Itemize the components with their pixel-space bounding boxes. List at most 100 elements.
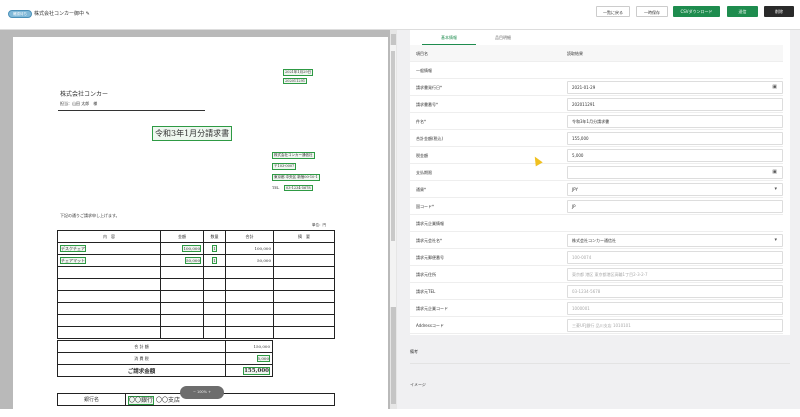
doc-to-person: 担当：山田 太郎 様: [60, 101, 98, 106]
zoom-control[interactable]: − 100% +: [180, 386, 224, 399]
doc-from-address[interactable]: 東京都 中央区 新宿00-10-1: [272, 174, 320, 181]
field-row: 国コード* JP: [410, 198, 783, 215]
tab-line-items[interactable]: 品目明細: [495, 35, 511, 40]
col-item: 項目名: [416, 51, 428, 56]
field-label: 件名*: [416, 119, 426, 124]
tax-value[interactable]: 5,000: [256, 355, 270, 362]
field-input[interactable]: JP: [567, 200, 783, 213]
form-card: 基本情報 品目明細 項目名 読取結果 一般情報 請求書発行日* 2021-01-29…: [410, 30, 790, 335]
section-title: 一般情報: [416, 68, 432, 73]
field-row: 支払期限 ▣: [410, 164, 783, 181]
field-label: 請求書番号*: [416, 102, 438, 107]
field-input[interactable]: 三菱UFJ銀行 品川支店 1010101: [567, 319, 783, 332]
field-value: 1000001: [572, 306, 590, 311]
item-name[interactable]: チェアマット: [60, 256, 86, 264]
field-row: 請求元郵便番号 100-0074: [410, 249, 783, 266]
item-qty[interactable]: 1: [212, 245, 217, 252]
field-label: Addressコード: [416, 323, 444, 328]
field-row: 請求元会社名* 株式会社コンカー通信社 ▾: [410, 232, 783, 249]
grand-total-value[interactable]: 155,000: [243, 366, 270, 375]
table-row: チェアマット 50,000 1 50,000: [57, 254, 335, 267]
field-row: 請求書番号* 202011291: [410, 96, 783, 113]
field-row: 請求元企業コード 1000001: [410, 300, 783, 317]
field-value: JP: [572, 204, 576, 209]
dropdown-icon[interactable]: ▾: [774, 186, 777, 192]
delete-button[interactable]: 削除: [764, 6, 794, 17]
dropdown-icon[interactable]: ▾: [774, 237, 777, 243]
title-text: 株式会社コンカー御中: [34, 11, 85, 17]
field-label: 支払期限: [416, 170, 432, 175]
field-value: 株式会社コンカー通信社: [572, 238, 616, 243]
bank-label: 銀行名: [57, 393, 126, 406]
table-row: デスクチェア 100,000 1 100,000: [57, 242, 335, 255]
doc-number[interactable]: 202011291: [283, 78, 308, 84]
csv-download-button[interactable]: CSVダウンロード: [673, 6, 720, 17]
doc-tel-label: TEL: [272, 186, 280, 190]
item-name[interactable]: デスクチェア: [60, 244, 86, 252]
calendar-icon[interactable]: ▣: [772, 84, 777, 90]
field-input[interactable]: JPY ▾: [567, 183, 783, 196]
item-price[interactable]: 100,000: [182, 245, 201, 252]
field-value: 100-0074: [572, 255, 592, 260]
field-value: 2021-01-29: [572, 85, 596, 90]
doc-intro: 下記の通りご請求申し上げます。: [60, 213, 120, 218]
back-to-list-button[interactable]: 一覧に戻る: [596, 6, 630, 17]
section-general: 一般情報: [410, 62, 783, 79]
field-input[interactable]: 03-1234-5678: [567, 285, 783, 298]
col-header: 金額: [160, 230, 204, 243]
doc-from-zip[interactable]: 〒103-0007: [272, 163, 297, 170]
doc-tel[interactable]: 03-1234-5678: [284, 185, 313, 191]
field-value: 三菱UFJ銀行 品川支店 1010101: [572, 323, 631, 328]
panel-scrollbar[interactable]: [390, 45, 396, 307]
field-row: 請求書発行日* 2021-01-29 ▣: [410, 79, 783, 96]
item-price[interactable]: 50,000: [185, 257, 201, 264]
field-label: 合計金額(税込): [416, 136, 444, 141]
col-result: 読取結果: [567, 51, 583, 56]
bank-name[interactable]: 〇〇銀行: [128, 396, 155, 405]
field-input[interactable]: 5,000: [567, 149, 783, 162]
field-row: 合計金額(税込) 155,000: [410, 130, 783, 147]
field-input[interactable]: 2021-01-29 ▣: [567, 81, 783, 94]
col-header: 数量: [203, 230, 226, 243]
field-label: 税金額: [416, 153, 428, 158]
field-value: JPY: [572, 187, 578, 192]
field-input[interactable]: ▣: [567, 166, 783, 179]
calendar-icon[interactable]: ▣: [772, 169, 777, 175]
memo-label: 備考: [410, 349, 418, 354]
field-label: 請求元会社名*: [416, 238, 442, 243]
send-button[interactable]: 送信: [727, 6, 758, 17]
field-input[interactable]: 1000001: [567, 302, 783, 315]
col-header: 内 容: [57, 230, 161, 243]
field-input[interactable]: 株式会社コンカー通信社 ▾: [567, 234, 783, 247]
field-row: 件名* 令和3年1月分請求書: [410, 113, 783, 130]
field-value: 令和3年1月分請求書: [572, 119, 610, 124]
field-label: 国コード*: [416, 204, 434, 209]
field-label: 請求元TEL: [416, 289, 436, 294]
field-input[interactable]: 100-0074: [567, 251, 783, 264]
header: 確認待ち 株式会社コンカー御中 ✎ 一覧に戻る 一時保存 CSVダウンロード 送…: [0, 0, 800, 30]
pencil-icon[interactable]: ✎: [85, 11, 90, 17]
item-qty[interactable]: 1: [212, 257, 217, 264]
underline: [58, 110, 205, 111]
field-label: 請求書発行日*: [416, 85, 442, 90]
field-row: 請求元TEL 03-1234-5678: [410, 283, 783, 300]
field-row: Addressコード 三菱UFJ銀行 品川支店 1010101: [410, 317, 783, 334]
field-input[interactable]: 令和3年1月分請求書: [567, 115, 783, 128]
field-value: 155,000: [572, 136, 589, 141]
field-label: 請求元住所: [416, 272, 436, 277]
field-row: 税金額 5,000: [410, 147, 783, 164]
field-row: 通貨* JPY ▾: [410, 181, 783, 198]
image-label: イメージ: [410, 382, 426, 387]
field-input[interactable]: 202011291: [567, 98, 783, 111]
doc-from-company[interactable]: 株式会社コンカー通信社: [272, 152, 315, 159]
section-vendor: 請求元企業情報: [410, 215, 783, 232]
col-header: 摘 要: [273, 230, 335, 243]
branch-name: 〇〇支店: [155, 397, 180, 404]
doc-title[interactable]: 令和3年1月分請求書: [152, 126, 233, 141]
item-total: 50,000: [225, 254, 274, 267]
doc-date[interactable]: 2021年1月29日: [283, 69, 314, 76]
tab-basic-info[interactable]: 基本情報: [422, 30, 476, 45]
field-input[interactable]: 東京都 港区 東京都港区高輪1丁目2-3-2-7: [567, 268, 783, 281]
temp-save-button[interactable]: 一時保存: [636, 6, 668, 17]
field-input[interactable]: 155,000: [567, 132, 783, 145]
